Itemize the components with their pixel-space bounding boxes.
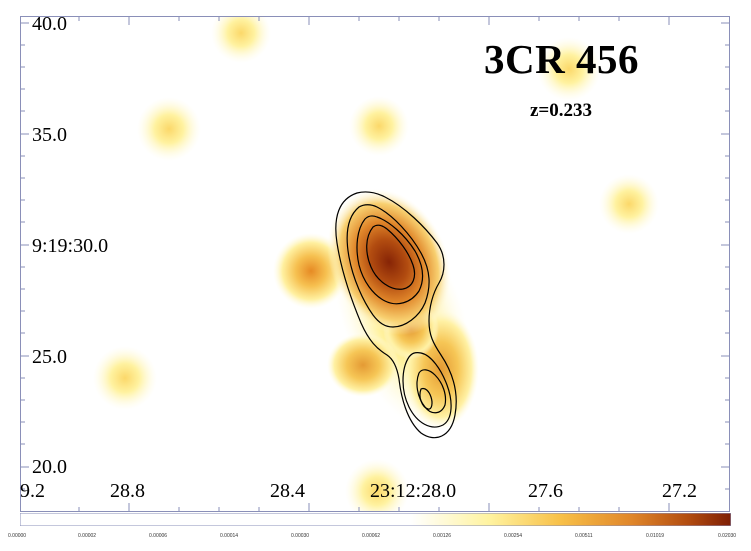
ra-tick-label: 23:12:28.0 <box>370 480 457 502</box>
colorbar-tick-label: 0.00126 <box>433 533 452 539</box>
contour-3 <box>356 215 424 305</box>
colorbar-tick-label: 0.01019 <box>646 533 665 539</box>
colorbar-tick-label: 0.00254 <box>504 533 523 539</box>
contour-2 <box>346 204 430 328</box>
source-title: 3CR 456 <box>484 36 639 82</box>
xray-source-blob <box>537 37 601 101</box>
dec-tick-label: 20.0 <box>32 456 67 478</box>
colorbar <box>20 513 731 526</box>
colorbar-tick-label: 0.00030 <box>291 533 310 539</box>
dec-tick-label: 9:19:30.0 <box>32 235 109 257</box>
colorbar-tick-label: 0.00002 <box>78 533 97 539</box>
colorbar-gradient <box>20 513 731 526</box>
redshift-label: z=0.233 <box>530 100 593 121</box>
colorbar-tick-label: 0.00000 <box>8 533 27 539</box>
ra-tick-label: 28.8 <box>110 480 145 502</box>
contour-south-1 <box>402 352 452 428</box>
colorbar-tick-labels: 0.00000 0.00002 0.00006 0.00014 0.00030 … <box>0 527 751 547</box>
contour-south-3 <box>419 387 433 410</box>
xray-source-blob <box>93 346 157 410</box>
image-frame <box>20 16 730 512</box>
ra-tick-label: 27.2 <box>662 480 697 502</box>
dec-tick-label: 35.0 <box>32 124 67 146</box>
xray-map <box>21 17 729 511</box>
xray-source-blob <box>211 17 271 63</box>
dec-tick-label: 25.0 <box>32 346 67 368</box>
colorbar-tick-label: 0.00062 <box>362 533 381 539</box>
xray-source-blob <box>349 96 409 156</box>
ra-tick-label: 28.4 <box>270 480 305 502</box>
xray-source-blob <box>345 459 409 511</box>
colorbar-tick-label: 0.00006 <box>149 533 168 539</box>
colorbar-tick-label: 0.02030 <box>718 533 737 539</box>
extended-emission <box>327 333 399 397</box>
colorbar-tick-label: 0.00014 <box>220 533 239 539</box>
xray-source-blob <box>137 97 201 161</box>
contour-outer <box>335 191 457 439</box>
ra-tick-label: 27.6 <box>528 480 563 502</box>
dec-tick-label: 40.0 <box>32 13 67 35</box>
xray-source-blob <box>599 174 659 234</box>
contour-4 <box>366 224 416 290</box>
axis-ticks <box>21 17 729 511</box>
colorbar-tick-label: 0.00511 <box>575 533 593 539</box>
ra-tick-label: 9.2 <box>20 480 45 502</box>
radio-contours <box>335 191 457 439</box>
nucleus-emission <box>327 188 451 336</box>
